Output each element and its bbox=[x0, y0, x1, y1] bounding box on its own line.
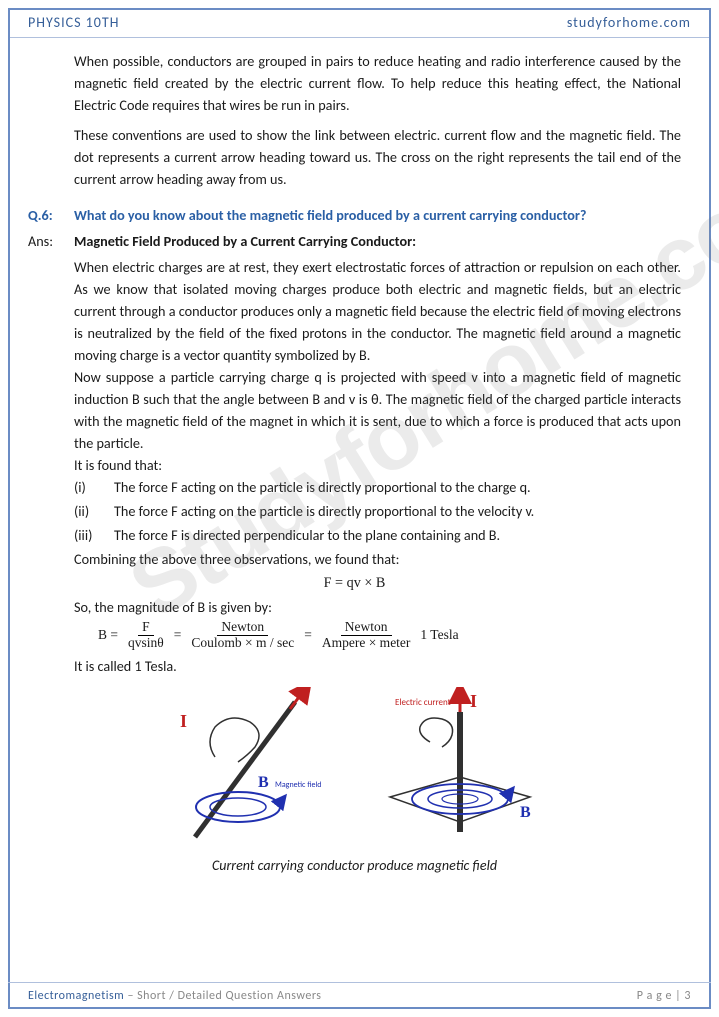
answer-row: Ans: Magnetic Field Produced by a Curren… bbox=[28, 230, 681, 252]
frac-3-top: Newton bbox=[341, 620, 392, 636]
question-text: What do you know about the magnetic fiel… bbox=[74, 204, 681, 226]
frac-3-bot: Ampere × meter bbox=[318, 636, 415, 651]
footer-page: P a g e | 3 bbox=[637, 989, 691, 1003]
eq-1: = bbox=[174, 625, 182, 646]
frac-1: F qvsinθ bbox=[124, 620, 168, 651]
diagram-left: I B Magnetic field bbox=[160, 687, 330, 847]
diagram-right-B: B bbox=[520, 804, 531, 821]
answer-combine: Combining the above three observations, … bbox=[74, 548, 681, 570]
frac-2-top: Newton bbox=[217, 620, 268, 636]
list-item-1: (i) The force F acting on the particle i… bbox=[74, 476, 681, 498]
list-item-2: (ii) The force F acting on the particle … bbox=[74, 500, 681, 522]
diagram-left-magfield: Magnetic field bbox=[275, 780, 321, 790]
list-num-3: (iii) bbox=[74, 524, 114, 546]
formula-1: F = qv × B bbox=[28, 572, 681, 594]
frac-2: Newton Coulomb × m / sec bbox=[187, 620, 298, 651]
formula-fraction: B = F qvsinθ = Newton Coulomb × m / sec … bbox=[98, 620, 681, 651]
question-row: Q.6: What do you know about the magnetic… bbox=[28, 204, 681, 226]
list-txt-1: The force F acting on the particle is di… bbox=[114, 476, 681, 498]
list-txt-3: The force F is directed perpendicular to… bbox=[114, 524, 681, 546]
frac-3: Newton Ampere × meter bbox=[318, 620, 415, 651]
answer-body-2: Now suppose a particle carrying charge q… bbox=[74, 366, 681, 454]
answer-body-1: When electric charges are at rest, they … bbox=[74, 256, 681, 366]
footer-topic: Electromagnetism bbox=[28, 989, 124, 1003]
question-number: Q.6: bbox=[28, 204, 74, 226]
answer-found: It is found that: bbox=[74, 454, 681, 476]
eq-2: = bbox=[304, 625, 312, 646]
page-footer: Electromagnetism – Short / Detailed Ques… bbox=[8, 982, 711, 1009]
answer-label: Ans: bbox=[28, 230, 74, 252]
frac-tail: 1 Tesla bbox=[420, 625, 458, 646]
list-num-1: (i) bbox=[74, 476, 114, 498]
intro-paragraph-2: These conventions are used to show the l… bbox=[74, 124, 681, 190]
list-item-3: (iii) The force F is directed perpendicu… bbox=[74, 524, 681, 546]
diagram-right: I Electric current B bbox=[360, 687, 550, 847]
diagram-area: I B Magnetic field I Electric current bbox=[28, 687, 681, 847]
diagram-right-I: I bbox=[470, 691, 477, 711]
list-txt-2: The force F acting on the particle is di… bbox=[114, 500, 681, 522]
intro-paragraph-1: When possible, conductors are grouped in… bbox=[74, 50, 681, 116]
diagram-caption: Current carrying conductor produce magne… bbox=[28, 855, 681, 877]
diagram-right-eleccurrent: Electric current bbox=[395, 697, 451, 708]
list-num-2: (ii) bbox=[74, 500, 114, 522]
frac-lhs: B = bbox=[98, 625, 118, 646]
magnitude-intro: So, the magnitude of B is given by: bbox=[74, 596, 681, 618]
content-area: Studyforhome.com When possible, conducto… bbox=[0, 38, 719, 876]
frac-1-top: F bbox=[138, 620, 154, 636]
frac-2-bot: Coulomb × m / sec bbox=[187, 636, 298, 651]
answer-title: Magnetic Field Produced by a Current Car… bbox=[74, 230, 681, 252]
diagram-left-I: I bbox=[180, 711, 187, 731]
footer-subtitle: – Short / Detailed Question Answers bbox=[124, 989, 321, 1003]
frac-1-bot: qvsinθ bbox=[124, 636, 168, 651]
diagram-left-B: B bbox=[258, 774, 269, 791]
footer-left: Electromagnetism – Short / Detailed Ques… bbox=[28, 989, 322, 1003]
tesla-line: It is called 1 Tesla. bbox=[74, 655, 681, 677]
